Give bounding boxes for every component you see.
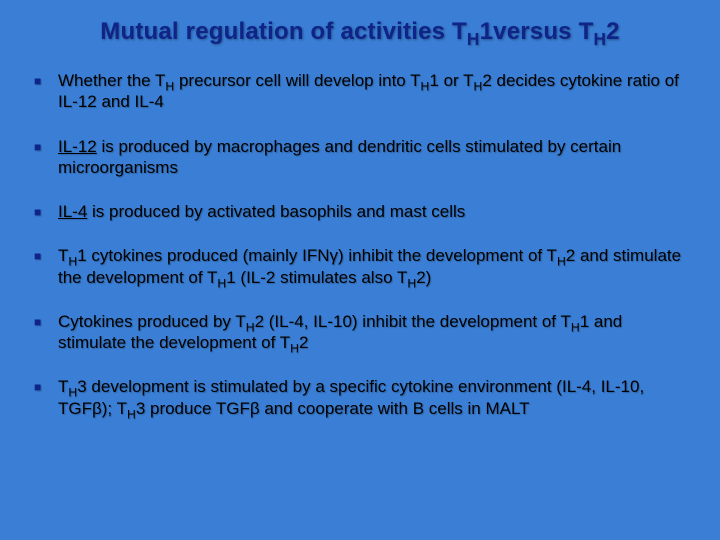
list-item: Cytokines produced by TH2 (IL-4, IL-10) … <box>30 311 690 354</box>
slide: Mutual regulation of activities TH1versu… <box>0 0 720 540</box>
list-item: Whether the TH precursor cell will devel… <box>30 70 690 113</box>
list-item: IL-4 is produced by activated basophils … <box>30 201 690 222</box>
list-item: IL-12 is produced by macrophages and den… <box>30 136 690 179</box>
bullet-list: Whether the TH precursor cell will devel… <box>30 70 690 419</box>
slide-title: Mutual regulation of activities TH1versu… <box>30 18 690 46</box>
list-item: TH1 cytokines produced (mainly IFNγ) inh… <box>30 245 690 288</box>
list-item: TH3 development is stimulated by a speci… <box>30 376 690 419</box>
